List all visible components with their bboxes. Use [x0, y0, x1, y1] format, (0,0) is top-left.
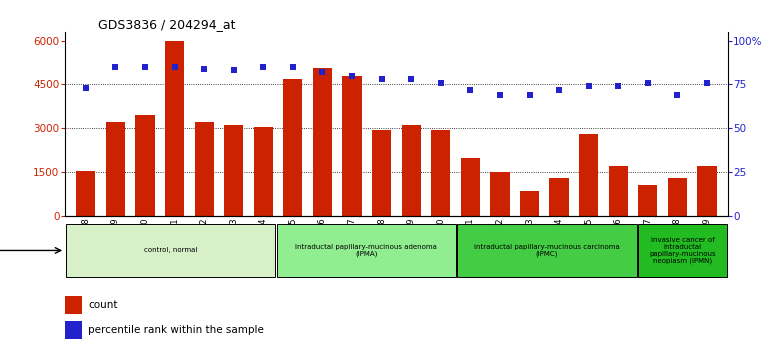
Point	[346, 73, 358, 79]
Bar	[549, 178, 568, 216]
Bar	[638, 185, 657, 216]
Bar	[609, 166, 628, 216]
Bar	[579, 134, 598, 216]
Point	[110, 64, 122, 70]
Point	[523, 92, 535, 98]
Bar	[283, 79, 303, 216]
Text: count: count	[88, 299, 118, 310]
Bar	[697, 166, 717, 216]
Point	[583, 84, 595, 89]
Bar	[65, 296, 82, 314]
Point	[316, 69, 329, 75]
Point	[612, 84, 624, 89]
Bar	[65, 321, 82, 339]
Text: control, normal: control, normal	[144, 247, 197, 253]
Point	[642, 80, 654, 86]
Bar	[520, 191, 539, 216]
Bar	[76, 171, 96, 216]
Point	[405, 76, 417, 82]
Point	[701, 80, 713, 86]
Point	[671, 92, 683, 98]
Text: intraductal papillary-mucinous adenoma
(IPMA): intraductal papillary-mucinous adenoma (…	[296, 244, 437, 257]
Text: invasive cancer of
intraductal
papillary-mucinous
neoplasm (IPMN): invasive cancer of intraductal papillary…	[650, 237, 716, 264]
Point	[169, 64, 181, 70]
Point	[80, 85, 92, 91]
FancyBboxPatch shape	[66, 224, 275, 277]
Point	[139, 64, 151, 70]
Bar	[165, 41, 184, 216]
Bar	[313, 68, 332, 216]
Point	[434, 80, 447, 86]
Point	[257, 64, 270, 70]
Bar	[224, 125, 244, 216]
Bar	[668, 178, 687, 216]
Bar	[372, 130, 391, 216]
Text: GDS3836 / 204294_at: GDS3836 / 204294_at	[98, 18, 236, 31]
Bar	[195, 122, 214, 216]
Text: intraductal papillary-mucinous carcinoma
(IPMC): intraductal papillary-mucinous carcinoma…	[474, 244, 620, 257]
Point	[228, 68, 240, 73]
Bar	[490, 172, 509, 216]
Point	[286, 64, 299, 70]
Point	[494, 92, 506, 98]
Bar	[431, 130, 450, 216]
Bar	[401, 125, 421, 216]
FancyBboxPatch shape	[277, 224, 456, 277]
Bar	[254, 127, 273, 216]
FancyBboxPatch shape	[638, 224, 727, 277]
Bar	[106, 122, 125, 216]
Point	[553, 87, 565, 92]
FancyBboxPatch shape	[457, 224, 637, 277]
Point	[198, 66, 210, 72]
Bar	[342, 76, 362, 216]
Point	[464, 87, 476, 92]
Point	[375, 76, 388, 82]
Bar	[136, 115, 155, 216]
Bar	[460, 158, 480, 216]
Text: percentile rank within the sample: percentile rank within the sample	[88, 325, 264, 335]
